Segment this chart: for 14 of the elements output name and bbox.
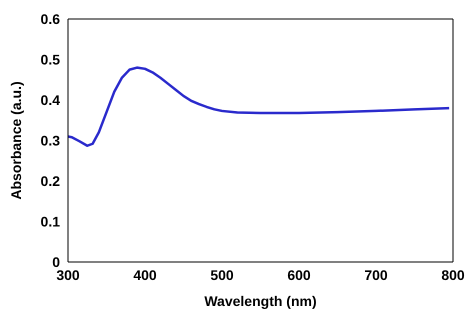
y-tick-label: 0.4	[40, 92, 60, 108]
x-tick-label: 800	[441, 266, 465, 283]
x-tick-label: 700	[364, 266, 388, 283]
y-axis-title: Absorbance (a.u.)	[8, 81, 24, 200]
y-tick-label: 0.5	[40, 51, 60, 68]
x-tick-label: 400	[133, 266, 157, 283]
x-axis-title: Wavelength (nm)	[204, 293, 317, 309]
line-series	[68, 66, 450, 148]
x-tick-label: 600	[287, 266, 311, 283]
y-tick-label: 0.6	[40, 10, 60, 27]
x-tick-label: 500	[210, 266, 234, 283]
y-tick-label: 0.1	[40, 213, 60, 230]
y-tick-label: 0.3	[40, 132, 60, 148]
y-tick-label: 0.2	[40, 172, 60, 189]
